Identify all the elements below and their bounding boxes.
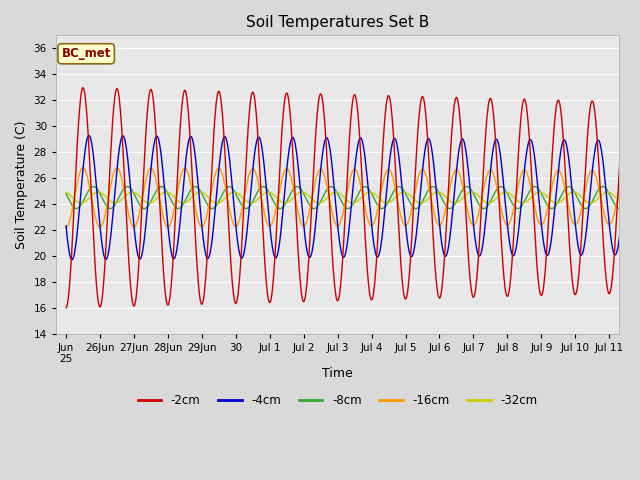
Title: Soil Temperatures Set B: Soil Temperatures Set B [246, 15, 429, 30]
Text: BC_met: BC_met [61, 47, 111, 60]
Y-axis label: Soil Temperature (C): Soil Temperature (C) [15, 120, 28, 249]
Legend: -2cm, -4cm, -8cm, -16cm, -32cm: -2cm, -4cm, -8cm, -16cm, -32cm [133, 389, 542, 411]
X-axis label: Time: Time [323, 367, 353, 380]
